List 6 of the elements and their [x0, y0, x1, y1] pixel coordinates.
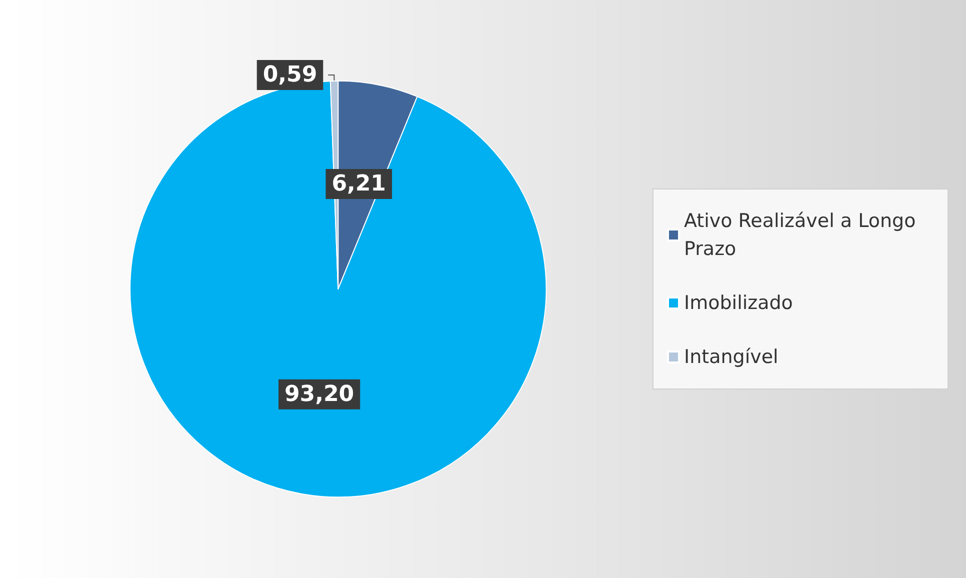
data-label: 0,59 [262, 62, 318, 88]
legend-label: Ativo Realizável a Longo Prazo [684, 210, 922, 260]
legend-label: Imobilizado [684, 292, 793, 314]
data-label: 6,21 [332, 171, 386, 196]
data-label: 93,20 [284, 382, 354, 407]
legend-label: Intangível [684, 346, 778, 368]
